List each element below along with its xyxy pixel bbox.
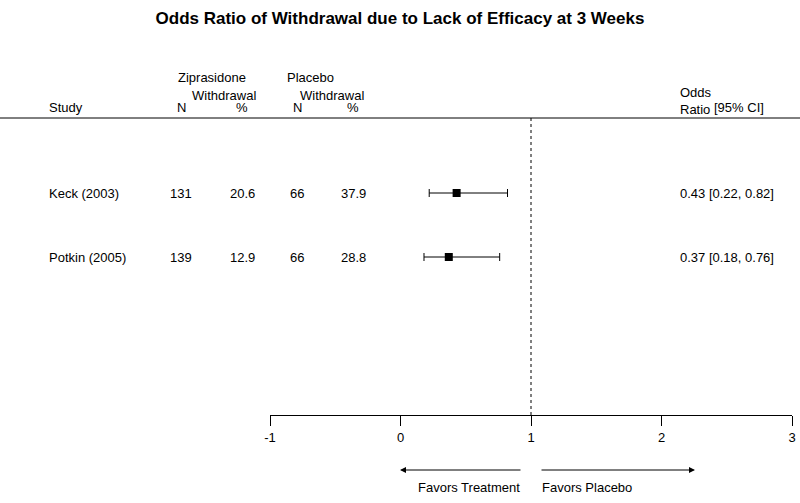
svg-text:12.9: 12.9: [230, 250, 255, 265]
svg-text:Ziprasidone: Ziprasidone: [178, 70, 246, 85]
svg-text:Odds Ratio of Withdrawal due t: Odds Ratio of Withdrawal due to Lack of …: [156, 9, 645, 28]
svg-text:[95% CI]: [95% CI]: [714, 100, 764, 115]
svg-text:1: 1: [527, 430, 534, 445]
svg-text:139: 139: [170, 250, 192, 265]
svg-text:%: %: [347, 100, 359, 115]
svg-text:Keck (2003): Keck (2003): [49, 186, 119, 201]
svg-text:N: N: [177, 100, 186, 115]
svg-text:Potkin (2005): Potkin (2005): [49, 250, 126, 265]
svg-text:66: 66: [290, 250, 304, 265]
svg-text:Favors Placebo: Favors Placebo: [542, 480, 632, 495]
svg-text:0.43 [0.22, 0.82]: 0.43 [0.22, 0.82]: [680, 186, 774, 201]
svg-text:3: 3: [788, 430, 795, 445]
svg-text:28.8: 28.8: [341, 250, 366, 265]
svg-text:131: 131: [170, 186, 192, 201]
svg-text:-1: -1: [264, 430, 276, 445]
svg-text:Favors Treatment: Favors Treatment: [418, 480, 520, 495]
svg-text:20.6: 20.6: [230, 186, 255, 201]
svg-text:0.37 [0.18, 0.76]: 0.37 [0.18, 0.76]: [680, 250, 774, 265]
svg-text:2: 2: [658, 430, 665, 445]
svg-text:66: 66: [290, 186, 304, 201]
svg-text:N: N: [293, 100, 302, 115]
svg-text:37.9: 37.9: [341, 186, 366, 201]
svg-text:OddsRatio: OddsRatio: [680, 85, 712, 117]
svg-text:%: %: [236, 100, 248, 115]
svg-text:Study: Study: [49, 100, 83, 115]
svg-text:Withdrawal: Withdrawal: [192, 88, 256, 103]
svg-text:0: 0: [397, 430, 404, 445]
svg-text:Withdrawal: Withdrawal: [300, 88, 364, 103]
svg-text:Placebo: Placebo: [287, 70, 334, 85]
